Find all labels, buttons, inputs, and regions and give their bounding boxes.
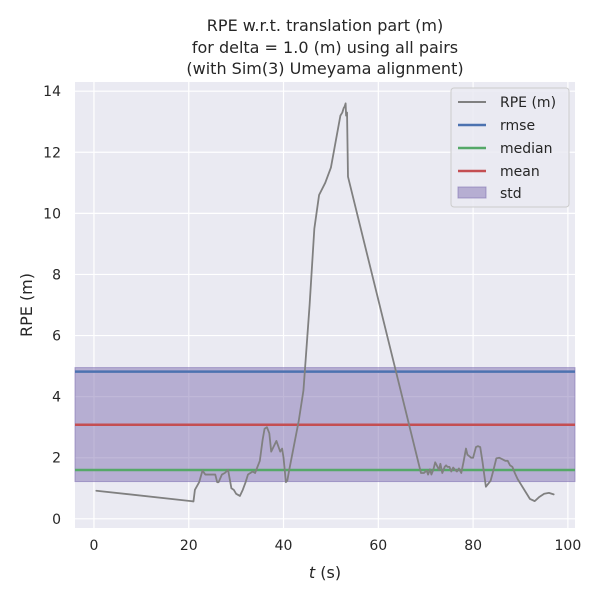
y-tick-label: 12 — [43, 145, 61, 161]
x-tick-label: 20 — [180, 538, 198, 554]
legend-swatch-std — [457, 186, 487, 199]
legend-label-std: std — [500, 186, 522, 202]
y-tick-labels: 0 2 4 6 8 10 12 14 — [43, 84, 61, 528]
x-tick-label: 0 — [89, 538, 98, 554]
legend-label-mean: mean — [500, 164, 540, 180]
y-tick-label: 4 — [52, 390, 61, 406]
x-axis-label-unit: (s) — [315, 563, 341, 582]
rpe-series-line — [95, 102, 555, 503]
y-tick-label: 6 — [52, 329, 61, 345]
chart-title-line-2: for delta = 1.0 (m) using all pairs — [192, 38, 458, 57]
legend: RPE (m) rmse median mean std — [450, 87, 570, 208]
y-tick-label: 10 — [43, 206, 61, 222]
y-tick-label: 8 — [52, 267, 61, 283]
x-tick-label: 80 — [464, 538, 482, 554]
legend-box — [450, 87, 570, 208]
statistics-layer — [74, 367, 576, 483]
x-tick-labels: 0 20 40 60 80 100 — [89, 538, 581, 554]
y-tick-label: 2 — [52, 451, 61, 467]
x-tick-label: 100 — [555, 538, 582, 554]
legend-label-median: median — [500, 141, 552, 157]
x-axis-label-variable: t — [309, 563, 316, 582]
chart-title-line-1: RPE w.r.t. translation part (m) — [207, 16, 443, 35]
series-layer — [95, 102, 555, 503]
x-axis-label: t (s) — [309, 563, 341, 582]
y-axis-label: RPE (m) — [17, 273, 36, 337]
legend-label-rmse: rmse — [500, 118, 535, 134]
x-tick-label: 60 — [369, 538, 387, 554]
chart-title-line-3: (with Sim(3) Umeyama alignment) — [186, 59, 463, 78]
y-tick-label: 14 — [43, 84, 61, 100]
legend-label-rpe: RPE (m) — [500, 95, 556, 111]
y-tick-label: 0 — [52, 512, 61, 528]
x-tick-label: 40 — [275, 538, 293, 554]
